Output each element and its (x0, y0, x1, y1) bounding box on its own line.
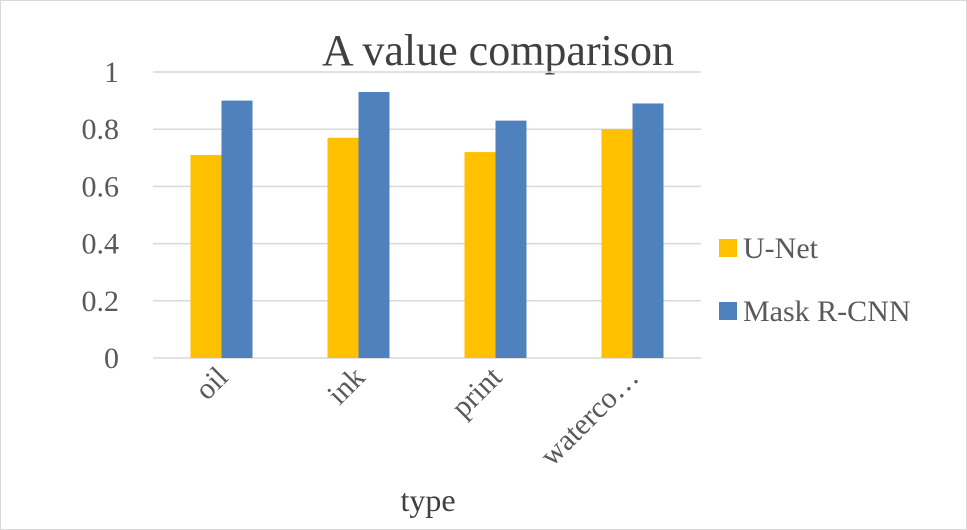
bar-mask-r-cnn-2 (495, 120, 527, 359)
bar-u-net-0 (190, 154, 222, 358)
legend-swatch (719, 239, 737, 257)
y-tick-label: 0 (104, 342, 119, 375)
bar-mask-r-cnn-3 (632, 103, 664, 359)
bars (190, 92, 664, 359)
y-tick-label: 0.6 (82, 170, 120, 203)
y-tick-label: 0.8 (82, 113, 120, 146)
bar-mask-r-cnn-0 (221, 100, 253, 358)
y-tick-label: 1 (104, 56, 119, 89)
x-axis-title: type (400, 482, 455, 518)
legend-label: Mask R-CNN (743, 295, 911, 328)
x-tick-label: print (445, 360, 509, 424)
y-tick-label: 0.2 (82, 285, 120, 318)
bar-u-net-2 (464, 152, 496, 358)
chart-title: A value comparison (322, 26, 674, 75)
legend-label: U-Net (743, 232, 819, 265)
y-tick-label: 0.4 (82, 228, 120, 261)
x-tick-label: oil (189, 361, 235, 407)
y-axis-ticks: 0 0.2 0.4 0.6 0.8 1 (82, 56, 120, 375)
x-tick-label: ink (321, 361, 371, 411)
x-axis-ticks: oil ink print waterco… (189, 360, 646, 472)
bar-mask-r-cnn-1 (358, 92, 390, 359)
bar-u-net-1 (327, 137, 359, 358)
bar-u-net-3 (601, 129, 633, 358)
x-tick-label: waterco… (534, 361, 646, 473)
legend: U-Net Mask R-CNN (719, 232, 911, 328)
legend-swatch (719, 302, 737, 320)
